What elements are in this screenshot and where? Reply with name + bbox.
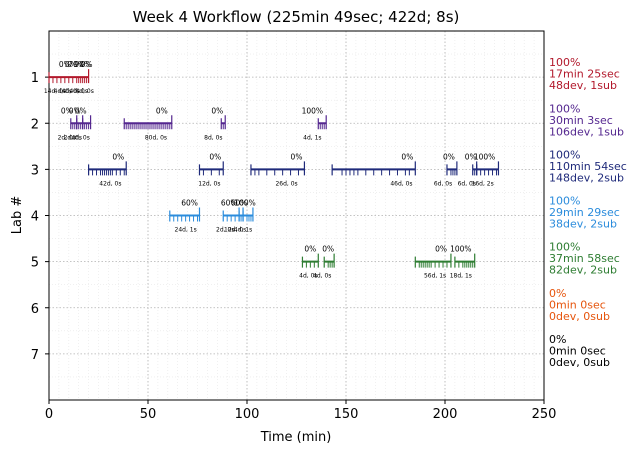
y-axis-label: Lab #: [10, 196, 25, 235]
lab-3-summary-line: 148dev, 2sub: [549, 171, 624, 184]
completion-label: 60%: [221, 199, 238, 208]
session-stats-label: 8d, 0s: [204, 134, 222, 141]
session-stats-label: 12d, 0s: [198, 180, 220, 187]
session-stats-label: 14d, 0s: [44, 88, 66, 95]
session-stats-label: 80d, 0s: [145, 134, 167, 141]
lab-5-summary-line: 100%: [549, 241, 580, 254]
lab-3-summary-line: 110min 54sec: [549, 160, 627, 173]
session-stats-label: 24d, 1s: [175, 227, 197, 234]
completion-label: 0%: [61, 106, 73, 115]
completion-label: 0%: [304, 245, 316, 254]
session-stats-label: 4d, 0s: [299, 273, 317, 280]
session-stats-label: 4d, 0s: [75, 88, 93, 95]
completion-label: 0%: [81, 60, 93, 69]
lab-4-summary-line: 29min 29sec: [549, 206, 620, 219]
completion-label: 0%: [443, 152, 455, 161]
x-tick-label: 200: [433, 407, 458, 422]
lab-5-series: 0% 4d, 0s 0% 4d, 0s 0% 56d, 1s 100% 18d, 1s 100%…: [299, 241, 620, 280]
session-stats-label: 4d, 0s: [70, 88, 88, 95]
lab-6-summary-line: 0dev, 0sub: [549, 310, 610, 323]
completion-label: 0%: [435, 245, 447, 254]
chart-title: Week 4 Workflow (225min 49sec; 422d; 8s): [133, 8, 460, 26]
y-tick-label: 4: [31, 210, 39, 225]
lab-1-summary-line: 17min 25sec: [549, 68, 620, 81]
session-stats-label: 18d, 1s: [450, 273, 472, 280]
completion-label: 100%: [302, 106, 323, 115]
lab-1-summary-line: 48dev, 1sub: [549, 79, 617, 92]
x-tick-label: 250: [532, 407, 557, 422]
session-stats-label: 56d, 1s: [424, 273, 446, 280]
x-tick-label: 100: [235, 407, 260, 422]
completion-label: 100%: [234, 199, 255, 208]
session-stats-label: 2d, 0s: [58, 134, 76, 141]
lab-2-series: 0% 2d, 0s 0% 2d, 0s 0% 4d, 0s 0% 80d, 0s 0% 8d, 0…: [58, 102, 624, 141]
session-stats-label: 4d, 0s: [71, 134, 89, 141]
completion-label: 70%: [68, 60, 85, 69]
y-tick-label: 2: [31, 117, 39, 132]
completion-label: 0%: [401, 152, 413, 161]
completion-label: 0%: [209, 152, 221, 161]
session-stats-label: 26d, 0s: [275, 180, 297, 187]
session-stats-label: 2d, 0s: [64, 134, 82, 141]
session-stats-label: 4d, 1s: [234, 227, 252, 234]
y-tick-label: 3: [31, 163, 39, 178]
session-stats-label: 4d, 1s: [303, 134, 321, 141]
lab-6-summary-line: 0min 0sec: [549, 298, 606, 311]
grid-layer: [48, 30, 545, 401]
x-axis-label: Time (min): [260, 430, 332, 445]
session-stats-label: 46d, 0s: [390, 180, 412, 187]
lab-4-summary-line: 100%: [549, 195, 580, 208]
lab-7-summary-line: 0min 0sec: [549, 344, 606, 357]
completion-label: 100%: [450, 245, 471, 254]
completion-label: 100%: [474, 152, 495, 161]
completion-label: 0%: [69, 106, 81, 115]
y-tick-label: 7: [31, 348, 39, 363]
completion-label: 0%: [322, 245, 334, 254]
completion-label: 60%: [231, 199, 248, 208]
session-stats-label: 16d, 2s: [472, 180, 494, 187]
completion-label: 0%: [59, 60, 71, 69]
x-tick-label: 50: [140, 407, 157, 422]
lab-4-series: 60% 24d, 1s 60% 2d, 0s 60% 12d, 0s 100% 4d, 1s 1…: [169, 195, 620, 234]
completion-label: 60%: [181, 199, 198, 208]
session-stats-label: 4d, 0s: [62, 88, 80, 95]
completion-label: 0%: [112, 152, 124, 161]
lab-7-summary-line: 0%: [549, 333, 566, 346]
session-stats-label: 42d, 0s: [99, 180, 121, 187]
lab-5-summary-line: 82dev, 2sub: [549, 264, 617, 277]
completion-label: 0%: [75, 106, 87, 115]
completion-label: 0%: [211, 106, 223, 115]
lab-2-summary-line: 100%: [549, 102, 580, 115]
session-stats-label: 4d, 0s: [54, 88, 72, 95]
lab-2-summary-line: 30min 3sec: [549, 114, 613, 127]
lab-1-summary-line: 100%: [549, 56, 580, 69]
completion-label: 0%: [291, 152, 303, 161]
lab-4-summary-line: 38dev, 2sub: [549, 218, 617, 231]
y-tick-label: 5: [31, 256, 39, 271]
completion-label: 0%: [156, 106, 168, 115]
y-tick-label: 1: [31, 71, 39, 86]
lab-6-summary-line: 0%: [549, 287, 566, 300]
y-tick-label: 6: [31, 302, 39, 317]
x-tick-label: 0: [45, 407, 53, 422]
lab-5-summary-line: 37min 58sec: [549, 252, 620, 265]
session-stats-label: 12d, 0s: [224, 227, 246, 234]
lab-3-series: 0% 42d, 0s 0% 12d, 0s 0% 26d, 0s 0% 46d, 0s 0% 6d…: [87, 148, 627, 187]
session-stats-label: 6d, 0s: [434, 180, 452, 187]
lab-3-summary-line: 100%: [549, 148, 580, 161]
session-stats-label: 6d, 0s: [458, 180, 476, 187]
completion-label: 0%: [65, 60, 77, 69]
session-stats-label: 2d, 0s: [216, 227, 234, 234]
completion-label: 0%: [465, 152, 477, 161]
completion-label: 90%: [74, 60, 91, 69]
lab-2-summary-line: 106dev, 1sub: [549, 125, 624, 138]
lab-7-summary-line: 0dev, 0sub: [549, 356, 610, 369]
x-tick-label: 150: [334, 407, 359, 422]
session-stats-label: 4d, 0s: [313, 273, 331, 280]
